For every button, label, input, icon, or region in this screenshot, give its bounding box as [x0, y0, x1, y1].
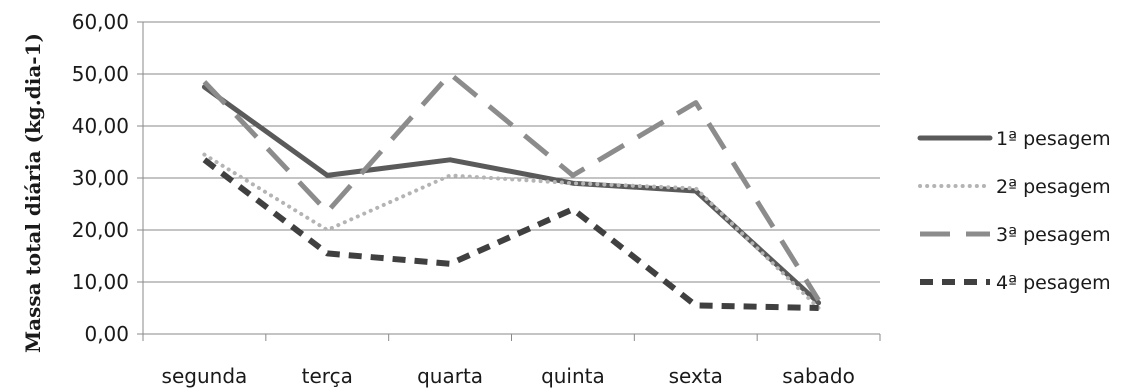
series-line-1: [204, 87, 818, 303]
x-axis-ticks: segunda terça quarta quinta sexta sabado: [143, 334, 880, 388]
x-tick-label: quinta: [541, 364, 605, 388]
legend: 1ª pesagem 2ª pesagem 3ª pesagem 4ª pesagem: [920, 128, 1111, 294]
y-tick-label: 50,00: [72, 62, 129, 86]
y-tick-label: 30,00: [72, 166, 129, 190]
legend-label: 2ª pesagem: [996, 176, 1111, 198]
y-axis-label: Massa total diária (kg.dia-1): [21, 33, 45, 353]
series-line-3: [204, 74, 818, 300]
x-tick-label: segunda: [162, 364, 248, 388]
y-tick-label: 40,00: [72, 114, 129, 138]
x-tick-label: quarta: [417, 364, 483, 388]
y-tick-label: 0,00: [84, 322, 129, 346]
y-axis-ticks: 0,00 10,00 20,00 30,00 40,00 50,00 60,00: [72, 10, 143, 346]
series-lines: [204, 74, 818, 308]
y-tick-label: 20,00: [72, 218, 129, 242]
legend-label: 3ª pesagem: [996, 224, 1111, 246]
gridlines: [143, 22, 880, 282]
y-tick-label: 60,00: [72, 10, 129, 34]
x-tick-label: sexta: [669, 364, 723, 388]
y-tick-label: 10,00: [72, 270, 129, 294]
series-line-4: [204, 160, 818, 308]
x-tick-label: sabado: [782, 364, 855, 388]
x-tick-label: terça: [302, 364, 353, 388]
legend-label: 1ª pesagem: [996, 128, 1111, 150]
legend-label: 4ª pesagem: [996, 272, 1111, 294]
